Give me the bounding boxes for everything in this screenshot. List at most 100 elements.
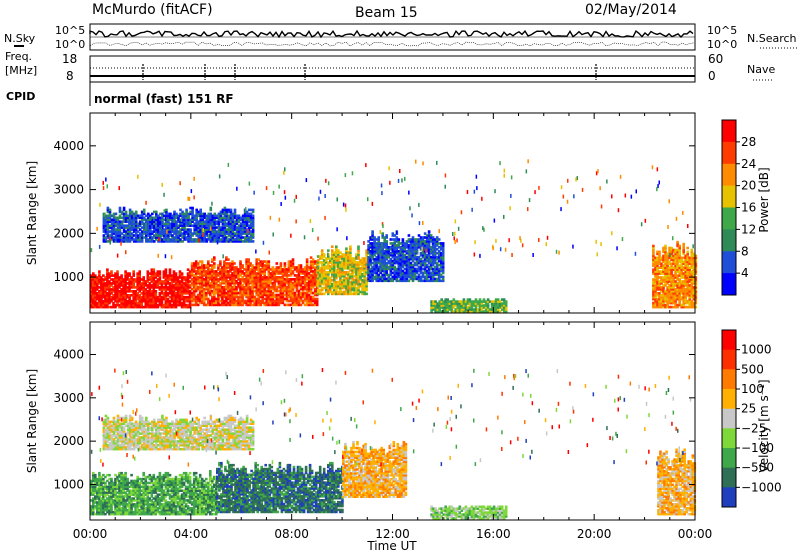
cpid-text: normal (fast) 151 RF xyxy=(94,92,234,106)
power-cell xyxy=(429,236,433,239)
power-cell xyxy=(316,267,320,270)
power-cell xyxy=(405,277,409,281)
power-cell xyxy=(307,281,311,285)
power-cell xyxy=(430,302,433,305)
power-cell xyxy=(383,246,386,249)
power-cell xyxy=(209,270,212,273)
power-cell xyxy=(500,304,504,307)
power-cell xyxy=(403,242,407,245)
power-cell xyxy=(301,301,305,305)
power-cell xyxy=(662,278,665,281)
power-cell xyxy=(316,261,320,264)
power-cell xyxy=(293,303,297,307)
power-cell xyxy=(150,297,154,301)
power-cell xyxy=(189,240,192,243)
power-cell xyxy=(148,282,152,285)
power-cell xyxy=(397,263,401,267)
power-cell xyxy=(341,271,344,274)
power-cell xyxy=(155,234,158,237)
power-cell xyxy=(425,248,429,251)
power-cell xyxy=(335,249,338,252)
power-cell xyxy=(192,274,196,277)
power-cell xyxy=(217,236,221,239)
power-cell xyxy=(169,212,172,216)
power-cell xyxy=(223,293,226,297)
power-cell xyxy=(245,260,248,263)
power-cell xyxy=(417,255,421,259)
power-cell xyxy=(690,301,694,305)
power-cell xyxy=(211,214,215,218)
power-cell xyxy=(253,274,256,277)
power-cell xyxy=(692,254,696,258)
power-cell xyxy=(281,268,285,271)
power-cell xyxy=(670,276,673,279)
power-cell xyxy=(156,299,160,303)
power-cell xyxy=(205,234,209,237)
power-cell xyxy=(436,306,439,309)
power-cell xyxy=(120,210,124,214)
power-cell xyxy=(213,289,216,293)
power-cell xyxy=(295,274,299,277)
power-cell xyxy=(251,274,254,277)
power-cell xyxy=(148,305,152,309)
power-cell xyxy=(680,272,683,275)
power-cell xyxy=(347,284,350,288)
power-cell xyxy=(147,238,150,241)
power-cell xyxy=(419,269,423,273)
power-cell xyxy=(144,295,148,299)
power-cell xyxy=(217,303,220,307)
power-cell xyxy=(291,295,295,299)
power-cell xyxy=(157,218,160,222)
power-cell xyxy=(377,277,380,281)
power-cell xyxy=(265,283,269,287)
power-cell xyxy=(164,270,168,273)
power-cell xyxy=(145,224,148,227)
power-cell xyxy=(660,272,663,275)
power-cell xyxy=(433,277,437,281)
power-cell xyxy=(401,251,405,255)
power-cell xyxy=(686,282,689,285)
power-cell xyxy=(227,234,231,237)
power-cell xyxy=(213,287,216,291)
power-cell xyxy=(692,256,696,260)
power-cell xyxy=(239,297,242,301)
power-cell xyxy=(92,272,95,275)
power-cell xyxy=(351,288,354,292)
power-cell xyxy=(259,303,262,307)
power-cell xyxy=(275,270,279,273)
power-cell xyxy=(347,271,350,274)
power-cell xyxy=(108,301,111,305)
power-cell xyxy=(219,262,222,265)
power-cell xyxy=(361,278,364,282)
power-cell xyxy=(159,222,162,225)
power-cell xyxy=(656,262,659,266)
power-cell xyxy=(672,301,675,305)
power-cell xyxy=(241,278,244,281)
power-cell xyxy=(213,232,217,235)
power-cell xyxy=(114,276,117,279)
power-cell xyxy=(128,236,132,239)
power-cell xyxy=(229,226,233,229)
power-cell xyxy=(668,290,671,293)
power-cell xyxy=(132,238,136,241)
power-cell xyxy=(217,234,221,237)
power-cell xyxy=(227,272,230,275)
power-cell xyxy=(678,292,681,295)
power-cell xyxy=(207,268,210,271)
power-cell xyxy=(271,283,275,287)
power-cell xyxy=(140,292,143,295)
power-cell xyxy=(478,298,482,301)
power-cell xyxy=(213,262,216,265)
power-cell xyxy=(217,232,221,235)
power-cell xyxy=(333,269,336,272)
power-cell xyxy=(686,250,689,254)
power-cell xyxy=(331,261,334,264)
power-cell xyxy=(361,265,364,268)
power-cell xyxy=(259,278,262,281)
power-cell xyxy=(136,238,140,241)
power-cell xyxy=(666,270,669,273)
power-cell xyxy=(309,291,313,295)
power-cell xyxy=(662,272,665,275)
power-cell xyxy=(167,214,170,218)
power-cell xyxy=(237,270,240,273)
